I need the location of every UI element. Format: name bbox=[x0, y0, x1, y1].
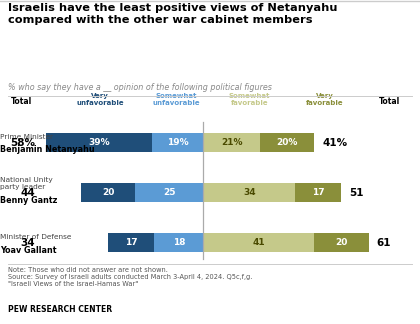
Text: 21%: 21% bbox=[221, 138, 242, 147]
Text: Yoav Gallant: Yoav Gallant bbox=[0, 246, 57, 255]
Text: 25: 25 bbox=[163, 188, 176, 197]
Text: Total: Total bbox=[11, 97, 32, 106]
Text: Somewhat
favorable: Somewhat favorable bbox=[228, 93, 270, 106]
Text: 17: 17 bbox=[125, 238, 138, 248]
Text: 18: 18 bbox=[173, 238, 185, 248]
Text: 19%: 19% bbox=[167, 138, 188, 147]
Text: Israelis have the least positive views of Netanyahu
compared with the other war : Israelis have the least positive views o… bbox=[8, 3, 338, 25]
Text: 20: 20 bbox=[102, 188, 115, 197]
Text: PEW RESEARCH CENTER: PEW RESEARCH CENTER bbox=[8, 305, 113, 314]
Text: 58%: 58% bbox=[10, 138, 35, 148]
Bar bbox=[46, 133, 152, 152]
Bar bbox=[203, 233, 314, 252]
Bar bbox=[152, 133, 203, 152]
Text: 41%: 41% bbox=[323, 138, 348, 148]
Text: 41: 41 bbox=[252, 238, 265, 248]
Text: National Unity
party leader: National Unity party leader bbox=[0, 177, 53, 190]
Bar bbox=[203, 183, 295, 202]
Text: Total: Total bbox=[379, 97, 401, 106]
Text: 34: 34 bbox=[21, 238, 35, 248]
Text: 20%: 20% bbox=[276, 138, 298, 147]
Text: Benny Gantz: Benny Gantz bbox=[0, 196, 58, 204]
Bar bbox=[203, 133, 260, 152]
Text: Note: Those who did not answer are not shown.
Source: Survey of Israeli adults c: Note: Those who did not answer are not s… bbox=[8, 267, 253, 287]
Bar bbox=[108, 233, 155, 252]
Bar bbox=[155, 233, 203, 252]
Text: 17: 17 bbox=[312, 188, 325, 197]
Bar bbox=[295, 183, 341, 202]
Text: Minister of Defense: Minister of Defense bbox=[0, 234, 71, 240]
Text: Somewhat
unfavorable: Somewhat unfavorable bbox=[152, 93, 200, 106]
Text: 51: 51 bbox=[349, 188, 364, 198]
Text: 44: 44 bbox=[21, 188, 35, 198]
Bar bbox=[81, 183, 136, 202]
Text: Very
unfavorable: Very unfavorable bbox=[76, 93, 124, 106]
Text: 39%: 39% bbox=[88, 138, 110, 147]
Text: Benjamin Netanyahu: Benjamin Netanyahu bbox=[0, 145, 94, 155]
Text: 61: 61 bbox=[377, 238, 391, 248]
Text: % who say they have a __ opinion of the following political figures: % who say they have a __ opinion of the … bbox=[8, 83, 272, 92]
Bar bbox=[314, 233, 368, 252]
Text: Very
favorable: Very favorable bbox=[306, 93, 344, 106]
Text: 20: 20 bbox=[335, 238, 348, 248]
Bar bbox=[136, 183, 203, 202]
Text: 34: 34 bbox=[243, 188, 256, 197]
Bar bbox=[260, 133, 314, 152]
Text: Prime Minister: Prime Minister bbox=[0, 134, 53, 140]
